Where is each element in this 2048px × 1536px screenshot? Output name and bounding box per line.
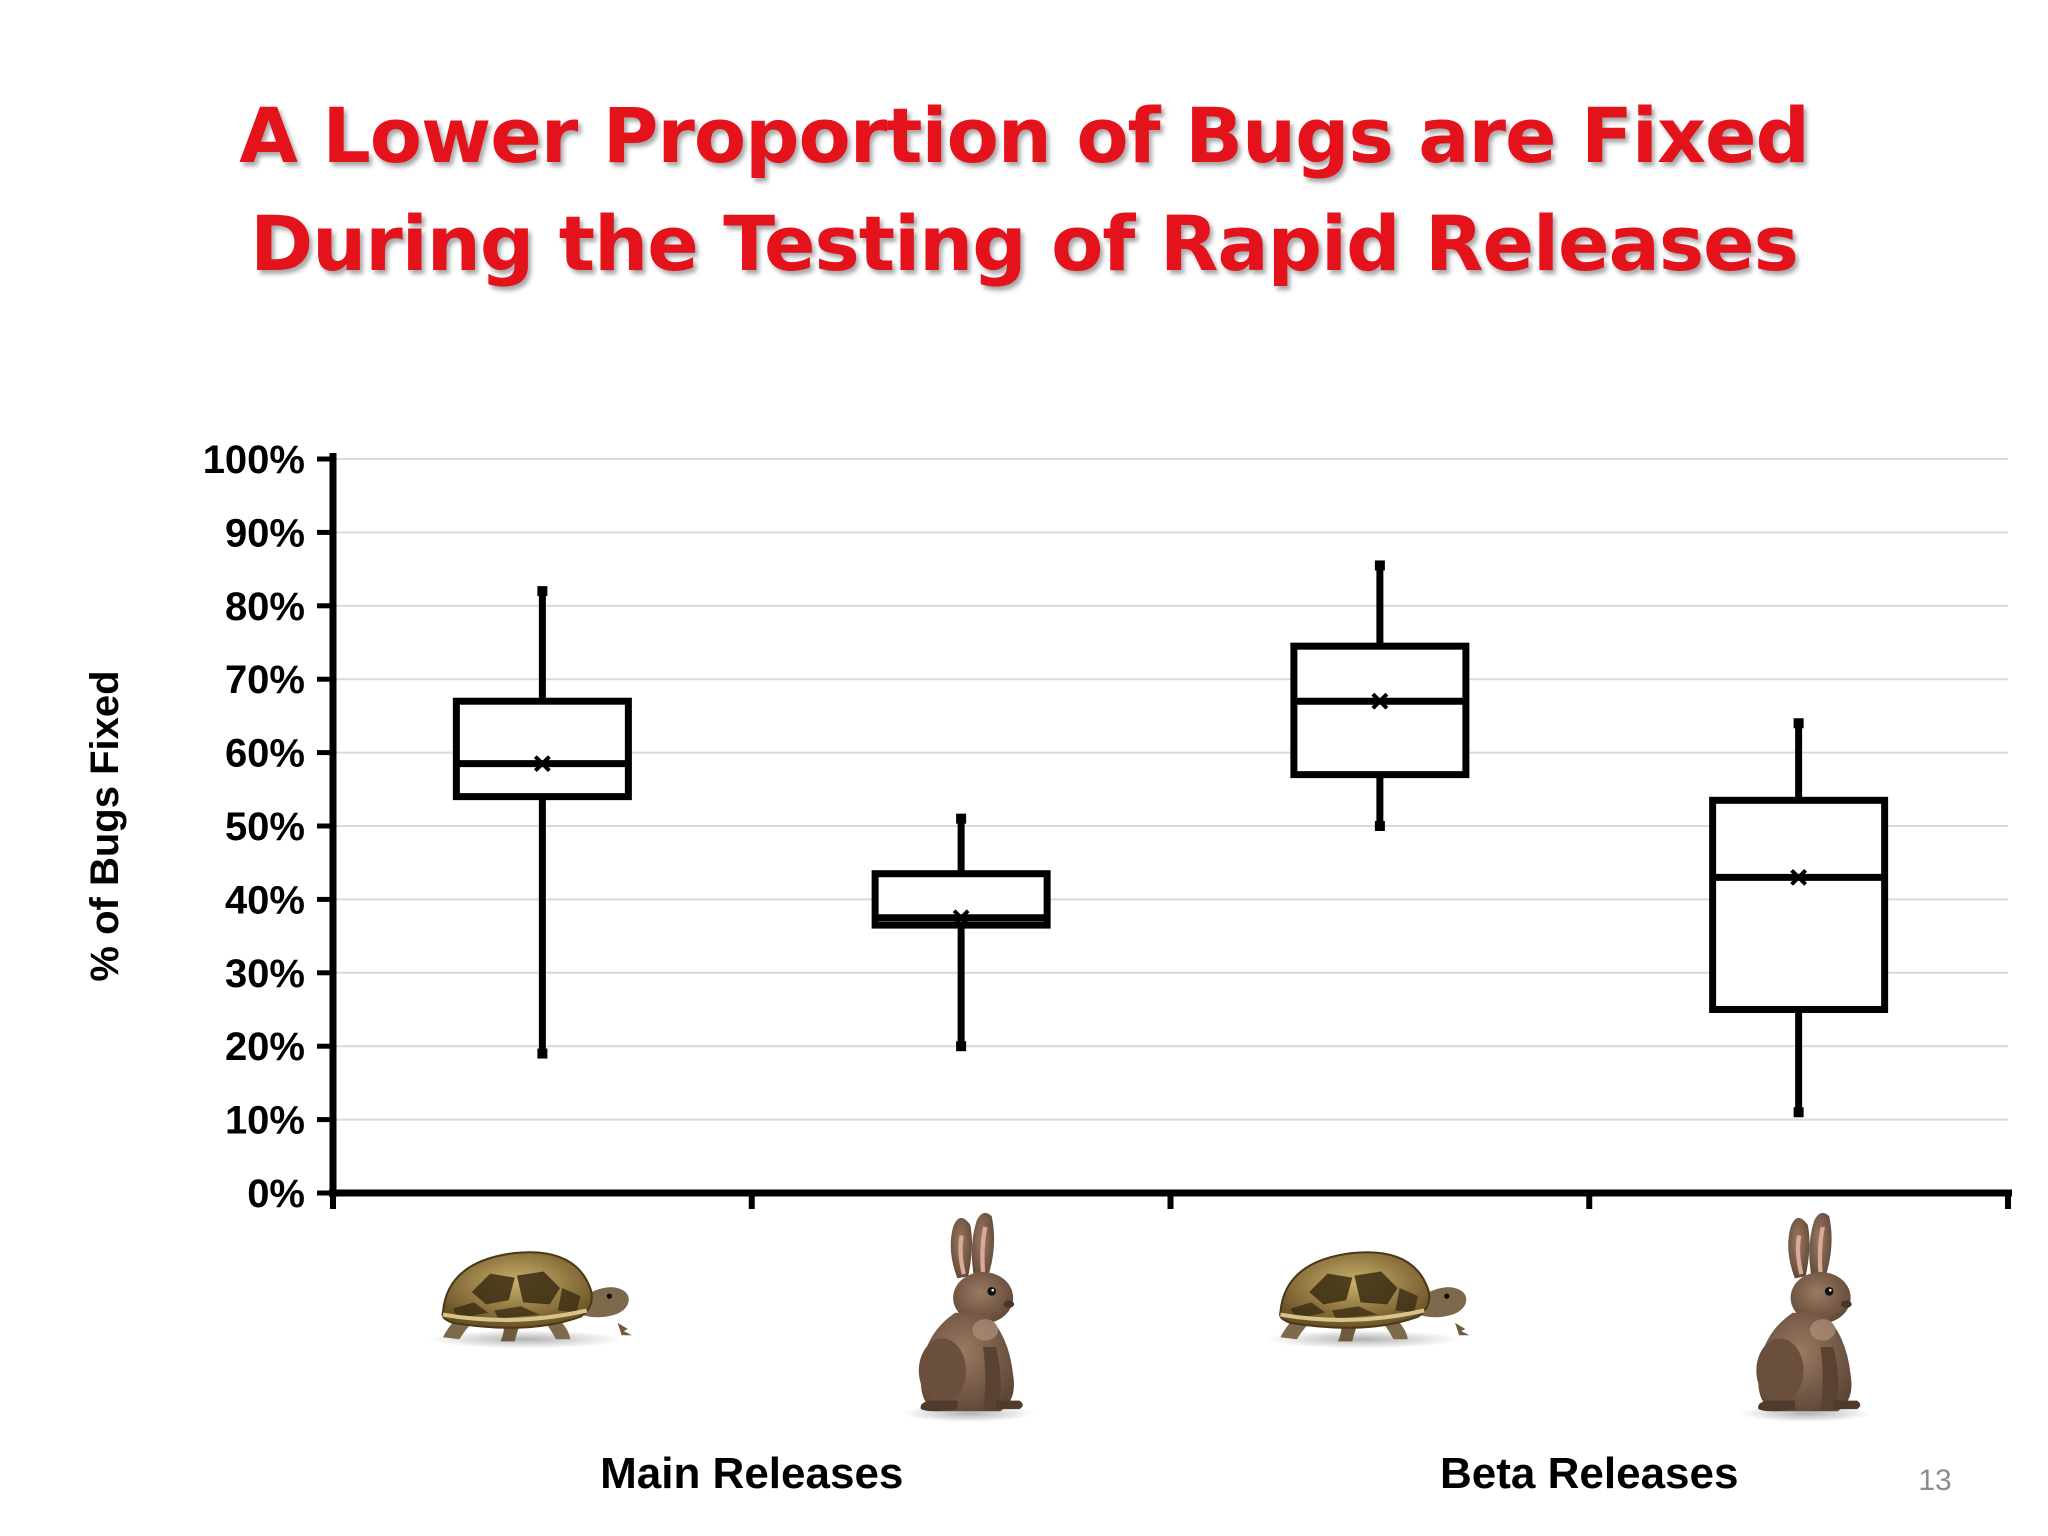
box-1 <box>452 586 632 1059</box>
group-label: Main Releases <box>600 1449 903 1498</box>
axes <box>329 453 2012 1209</box>
tortoise-icon <box>428 1252 632 1348</box>
rabbit-icon <box>1739 1213 1872 1422</box>
y-axis-title: % of Bugs Fixed <box>83 670 127 981</box>
whisker-cap-max <box>1793 718 1804 729</box>
page-number: 13 <box>1918 1464 1952 1497</box>
y-tick-label: 50% <box>225 805 305 849</box>
whisker-cap-min <box>956 1041 967 1052</box>
box-4 <box>1709 718 1889 1118</box>
whisker-cap-max <box>537 586 548 597</box>
y-tick-label: 90% <box>225 511 305 555</box>
group-label: Beta Releases <box>1440 1449 1738 1498</box>
y-tick-label: 30% <box>225 952 305 996</box>
whisker-cap-min <box>537 1048 548 1059</box>
y-tick-label: 0% <box>247 1172 305 1216</box>
box-3 <box>1290 560 1470 831</box>
whisker-cap-max <box>1374 560 1385 571</box>
mean-marker <box>533 755 551 773</box>
category-icons <box>428 1213 1873 1422</box>
rabbit-icon <box>902 1213 1035 1422</box>
slide-title: A Lower Proportion of Bugs are Fixed Dur… <box>0 82 2048 298</box>
y-tick-label: 20% <box>225 1025 305 1069</box>
y-tick-label: 10% <box>225 1099 305 1143</box>
interquartile-box <box>1290 642 1470 779</box>
y-tick-label: 70% <box>225 658 305 702</box>
box-2 <box>871 813 1051 1052</box>
axis-labels: Main Releases Beta Releases % of Bugs Fixe… <box>83 670 1738 1498</box>
title-line-1: A Lower Proportion of Bugs are Fixed <box>239 91 1810 180</box>
y-tick-label: 60% <box>225 732 305 776</box>
tortoise-icon <box>1265 1252 1469 1348</box>
y-axis-ticks: 0% 10% 20% 30% 40% 50% 60% 70% 80% 90% 100% <box>203 438 333 1216</box>
y-tick-label: 100% <box>203 438 305 482</box>
whisker-cap-min <box>1793 1107 1804 1118</box>
y-tick-label: 80% <box>225 585 305 629</box>
box-series <box>452 560 1889 1118</box>
title-line-2: During the Testing of Rapid Releases <box>250 199 1799 288</box>
mean-marker <box>1371 692 1389 710</box>
y-tick-label: 40% <box>225 878 305 922</box>
mean-marker <box>1790 868 1808 886</box>
whisker-cap-min <box>1374 821 1385 831</box>
mean-marker <box>952 909 970 927</box>
interquartile-box <box>452 697 632 801</box>
interquartile-box <box>1709 796 1889 1013</box>
whisker-cap-max <box>956 813 967 824</box>
